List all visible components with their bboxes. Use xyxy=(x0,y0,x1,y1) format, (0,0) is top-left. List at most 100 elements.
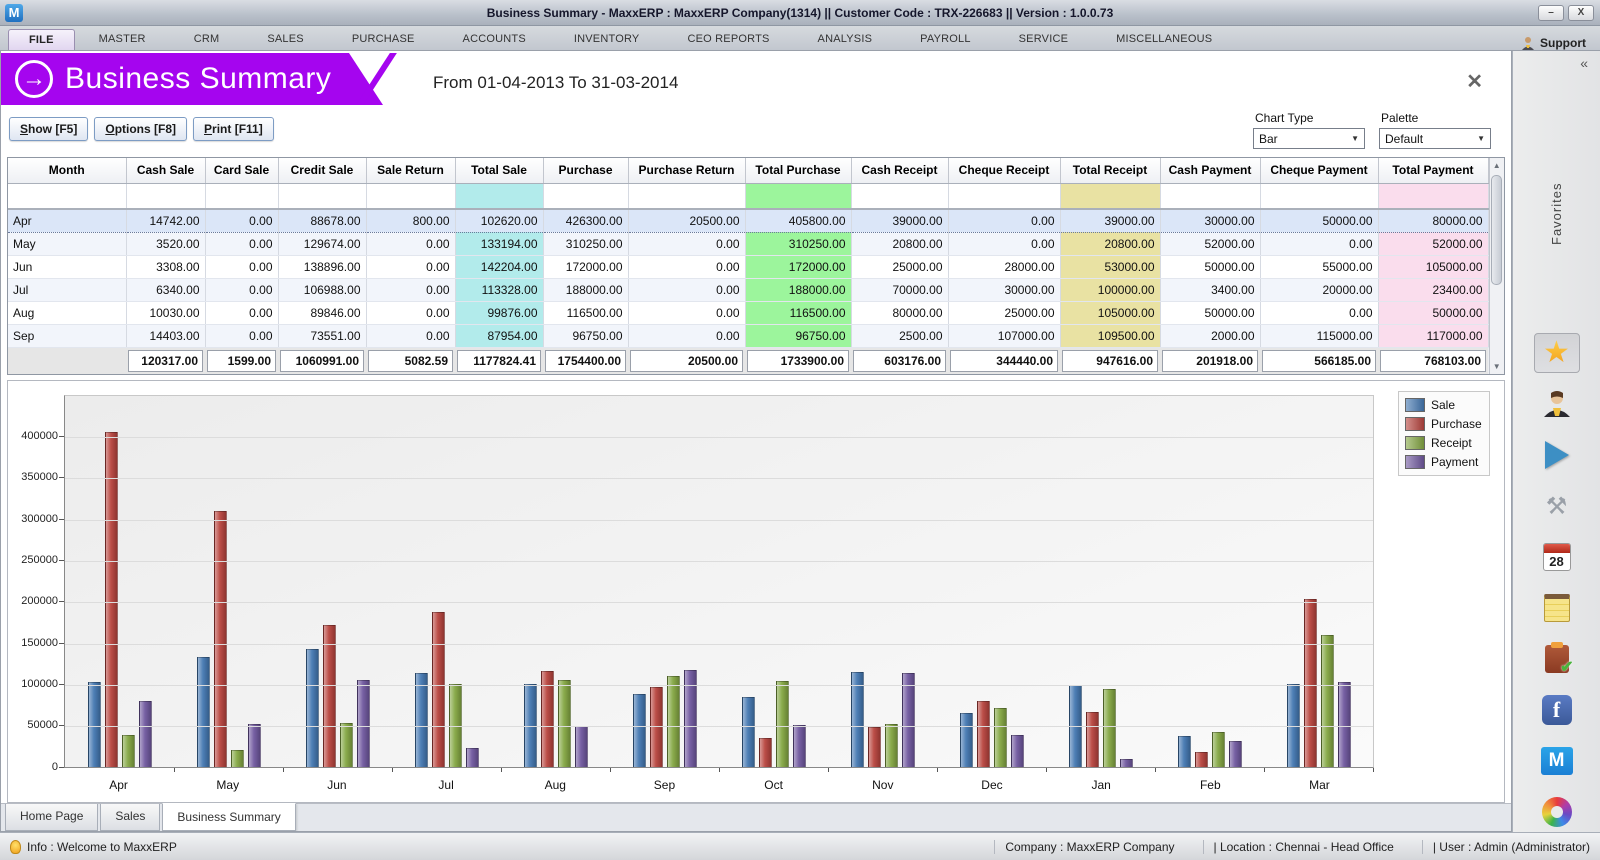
bar-sale-nov xyxy=(850,672,864,767)
color-wheel-icon xyxy=(1541,797,1572,827)
column-header-card-sale[interactable]: Card Sale xyxy=(205,158,279,184)
facebook-button[interactable]: f xyxy=(1534,690,1580,730)
calendar-button[interactable]: 28 xyxy=(1534,537,1580,577)
scroll-down-icon[interactable]: ▼ xyxy=(1492,361,1501,371)
column-header-purchase-return[interactable]: Purchase Return xyxy=(628,158,746,184)
notes-button[interactable] xyxy=(1534,588,1580,628)
page-title: Business Summary xyxy=(65,62,332,95)
scroll-thumb[interactable] xyxy=(1491,175,1503,285)
bar-payment-dec xyxy=(1010,735,1024,767)
tab-business-summary[interactable]: Business Summary xyxy=(162,803,296,831)
bar-payment-oct xyxy=(792,725,806,767)
bar-receipt-mar xyxy=(1320,635,1334,767)
menu-item-service[interactable]: SERVICE xyxy=(1018,33,1069,45)
column-header-cash-sale[interactable]: Cash Sale xyxy=(126,158,206,184)
bar-group-feb xyxy=(1155,396,1265,772)
table-row-apr[interactable]: Apr 14742.00 0.00 88678.00 800.00 102620.00 42… xyxy=(8,208,1489,233)
run-button[interactable] xyxy=(1534,435,1580,475)
favorites-label[interactable]: Favorites xyxy=(1549,182,1564,245)
support-agent-button[interactable] xyxy=(1534,384,1580,424)
table-row-sep[interactable]: Sep 14403.00 0.00 73551.00 0.00 87954.00 96750… xyxy=(8,324,1489,348)
column-header-cheque-payment[interactable]: Cheque Payment xyxy=(1260,158,1379,184)
bar-group-jul xyxy=(392,396,502,772)
close-button[interactable]: X xyxy=(1568,4,1594,21)
status-user: | User : Admin (Administrator) xyxy=(1421,839,1590,854)
menu-item-miscellaneous[interactable]: MISCELLANEOUS xyxy=(1116,33,1213,45)
menu-item-crm[interactable]: CRM xyxy=(193,33,220,45)
print-button[interactable]: Print [F11] xyxy=(193,117,274,141)
wrench-icon: ⚒ xyxy=(1545,492,1568,520)
palette-select[interactable]: Default ▼ xyxy=(1379,128,1491,149)
bar-group-nov xyxy=(828,396,938,772)
show-button[interactable]: Show [F5] xyxy=(9,117,89,141)
x-axis-tick-label: Sep xyxy=(653,778,676,792)
bar-purchase-jan xyxy=(1085,712,1099,767)
window-title: Business Summary - MaxxERP : MaxxERP Com… xyxy=(486,5,1114,20)
bar-purchase-jun xyxy=(322,625,336,767)
y-axis-tick-label: 200000 xyxy=(21,595,58,608)
table-row-jul[interactable]: Jul 6340.00 0.00 106988.00 0.00 113328.00 1880… xyxy=(8,278,1489,302)
column-header-total-payment[interactable]: Total Payment xyxy=(1378,158,1489,184)
table-row-jun[interactable]: Jun 3308.00 0.00 138896.00 0.00 142204.00 1720… xyxy=(8,255,1489,279)
menu-item-accounts[interactable]: ACCOUNTS xyxy=(462,33,526,45)
minimize-button[interactable]: – xyxy=(1538,4,1564,21)
support-button[interactable]: Support xyxy=(1521,36,1600,50)
menu-item-sales[interactable]: SALES xyxy=(267,33,304,45)
collapse-sidebar-icon[interactable]: « xyxy=(1580,55,1588,71)
column-header-sale-return[interactable]: Sale Return xyxy=(366,158,456,184)
browser-button[interactable] xyxy=(1534,792,1580,832)
notepad-icon xyxy=(1543,594,1570,622)
x-axis-tick-label: May xyxy=(216,778,240,792)
app-logo-icon: M xyxy=(5,3,23,22)
menu-item-payroll[interactable]: PAYROLL xyxy=(920,33,971,45)
bar-group-apr xyxy=(65,396,175,772)
maxx-button[interactable]: M xyxy=(1534,741,1580,781)
bar-payment-nov xyxy=(901,673,915,767)
column-header-total-receipt[interactable]: Total Receipt xyxy=(1060,158,1161,184)
tab-sales[interactable]: Sales xyxy=(100,804,161,831)
column-header-total-purchase[interactable]: Total Purchase xyxy=(745,158,852,184)
legend-item-receipt: Receipt xyxy=(1405,435,1483,450)
menu-item-inventory[interactable]: INVENTORY xyxy=(573,33,640,45)
menu-item-file[interactable]: FILE xyxy=(8,29,75,50)
title-bar: M Business Summary - MaxxERP : MaxxERP C… xyxy=(0,0,1600,26)
bar-payment-aug xyxy=(574,726,588,767)
menu-item-analysis[interactable]: ANALYSIS xyxy=(817,33,873,45)
menu-item-master[interactable]: MASTER xyxy=(98,33,146,45)
bar-group-aug xyxy=(501,396,611,772)
gridline xyxy=(65,478,1373,480)
bar-group-sep xyxy=(610,396,720,772)
options-button[interactable]: Options [F8] xyxy=(94,117,188,141)
table-scrollbar[interactable]: ▲ ▼ xyxy=(1488,158,1504,374)
bar-receipt-aug xyxy=(557,680,571,767)
favorites-star-button[interactable]: ★ xyxy=(1533,333,1580,373)
bar-purchase-oct xyxy=(758,738,772,767)
table-row-aug[interactable]: Aug 10030.00 0.00 89846.00 0.00 99876.00 11650… xyxy=(8,301,1489,325)
panel-close-icon[interactable]: ✕ xyxy=(1466,71,1483,93)
column-header-month[interactable]: Month xyxy=(8,158,127,184)
bar-purchase-dec xyxy=(976,701,990,767)
filter-row[interactable] xyxy=(8,183,1489,210)
table-row-may[interactable]: May 3520.00 0.00 129674.00 0.00 133194.00 3102… xyxy=(8,232,1489,256)
tab-home-page[interactable]: Home Page xyxy=(5,804,99,831)
chart-type-select[interactable]: Bar ▼ xyxy=(1253,128,1365,149)
tools-button[interactable]: ⚒ xyxy=(1534,486,1580,526)
bar-receipt-oct xyxy=(775,681,789,767)
tasks-button[interactable] xyxy=(1534,639,1580,679)
column-header-credit-sale[interactable]: Credit Sale xyxy=(278,158,367,184)
bar-group-dec xyxy=(937,396,1047,772)
column-header-cheque-receipt[interactable]: Cheque Receipt xyxy=(948,158,1061,184)
menu-item-purchase[interactable]: PURCHASE xyxy=(351,33,415,45)
scroll-up-icon[interactable]: ▲ xyxy=(1492,161,1501,170)
menu-item-ceo-reports[interactable]: CEO REPORTS xyxy=(687,33,770,45)
bar-sale-mar xyxy=(1286,684,1300,767)
arrow-circle-icon: → xyxy=(15,60,53,98)
legend-swatch-sale xyxy=(1405,397,1425,412)
column-header-purchase[interactable]: Purchase xyxy=(543,158,629,184)
column-header-total-sale[interactable]: Total Sale xyxy=(455,158,544,184)
star-icon: ★ xyxy=(1543,336,1570,369)
bar-payment-feb xyxy=(1228,741,1242,767)
column-header-cash-receipt[interactable]: Cash Receipt xyxy=(851,158,949,184)
column-header-cash-payment[interactable]: Cash Payment xyxy=(1160,158,1261,184)
gridline xyxy=(65,726,1373,728)
